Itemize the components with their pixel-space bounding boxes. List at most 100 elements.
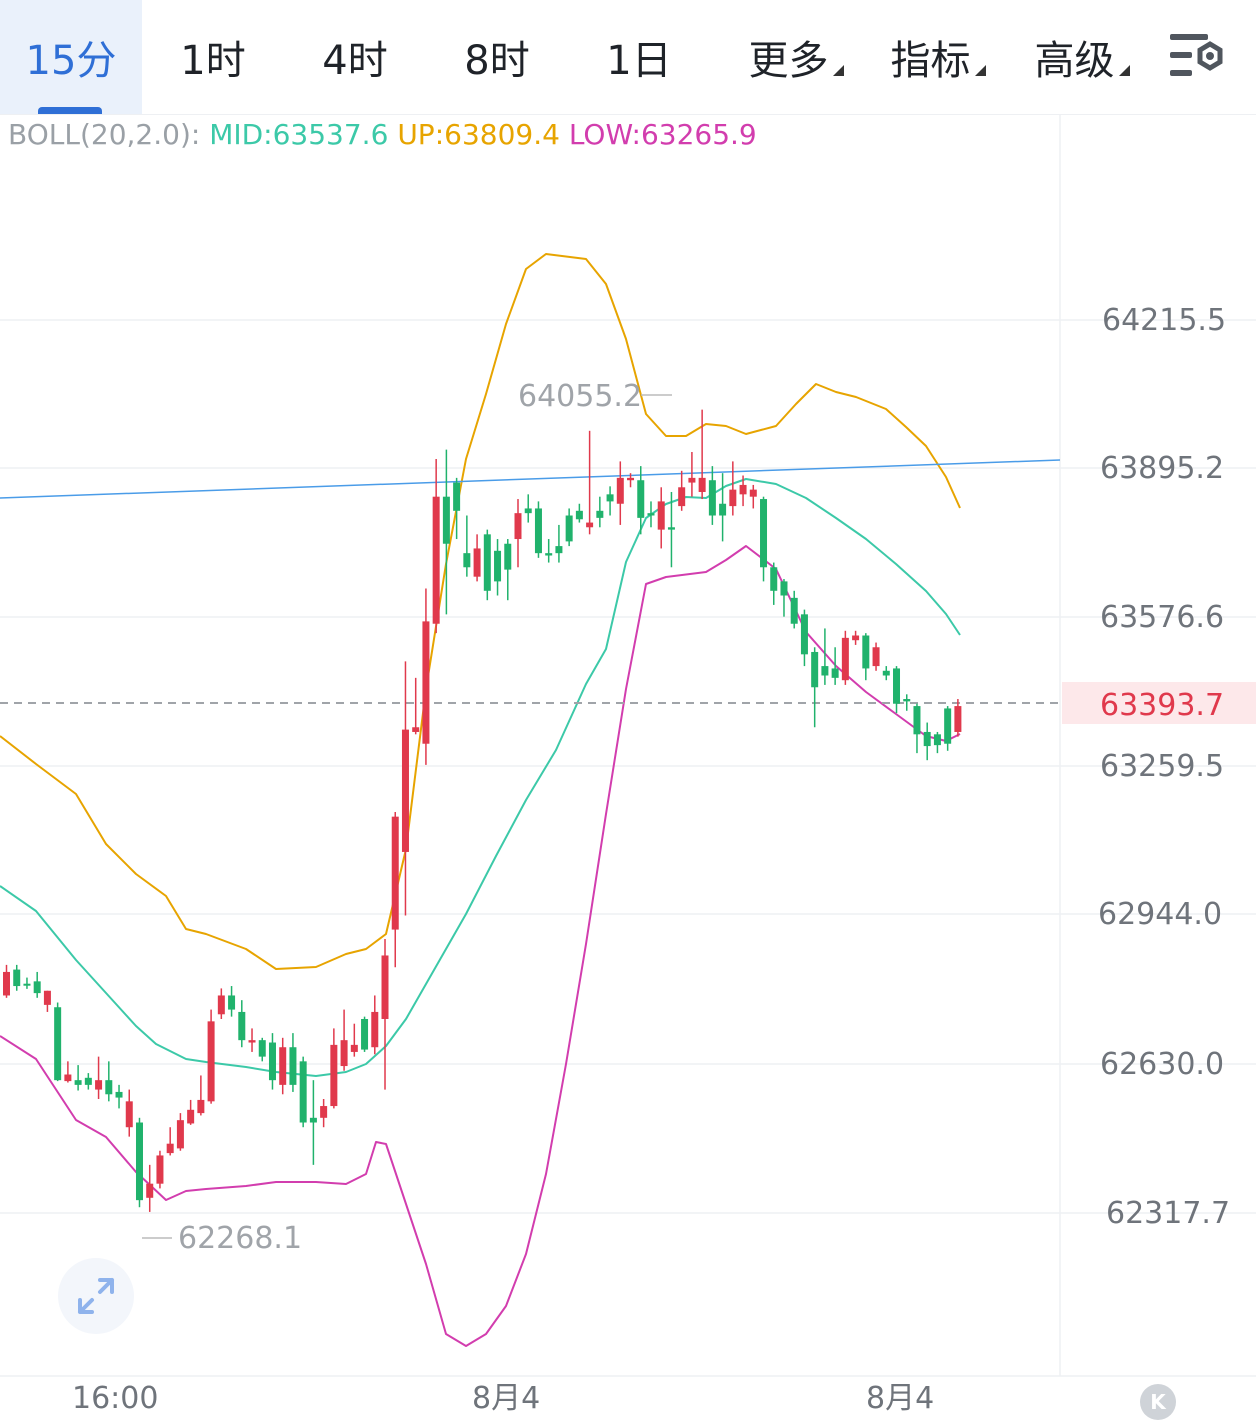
candle-body (54, 1007, 62, 1081)
candle-body (698, 477, 706, 492)
candle-body (156, 1155, 164, 1184)
drawn-trend-line[interactable] (0, 459, 1061, 499)
candle (156, 1150, 164, 1189)
candle-body (647, 513, 655, 516)
candle (678, 470, 686, 511)
candle-body (166, 1143, 174, 1154)
boll-indicator-legend: BOLL(20,2.0): MID:63537.6 UP:63809.4 LOW… (8, 118, 757, 151)
candle (453, 477, 461, 540)
candle (340, 1009, 348, 1071)
candle-body (831, 668, 839, 678)
y-tick-label: 64215.5 (1102, 303, 1226, 338)
candle-body (903, 699, 911, 702)
candle-body (238, 1011, 246, 1041)
y-tick-label: 63576.6 (1100, 600, 1224, 635)
candle-body (821, 666, 829, 676)
candle (463, 515, 471, 577)
boll-name: BOLL(20,2.0): (8, 118, 201, 151)
candle (831, 647, 839, 685)
y-tick-label: 62317.7 (1106, 1196, 1230, 1231)
candle (627, 473, 635, 488)
candle-body (3, 971, 10, 996)
candle-body (279, 1047, 287, 1085)
candle-body (74, 1080, 82, 1085)
candle-body (534, 508, 542, 554)
candle (657, 487, 665, 549)
candle (74, 1065, 82, 1091)
candle-body (391, 816, 399, 930)
candle (401, 661, 409, 916)
candle (125, 1089, 133, 1137)
chart-settings-icon[interactable] (1166, 30, 1228, 82)
candle (299, 1056, 307, 1128)
tab-1h[interactable]: 1时 (142, 0, 284, 114)
candle (841, 630, 849, 685)
candle-body (187, 1109, 195, 1124)
candle (913, 703, 921, 754)
candlestick-chart[interactable]: 64055.2 62268.1 64215.5 63895.2 63576.6 … (0, 114, 1256, 1426)
candle (647, 501, 655, 528)
candle-body (361, 1018, 369, 1050)
candle-body (637, 480, 645, 518)
candle-body (770, 567, 778, 591)
timeframe-tabbar: 15分 1时 4时 8时 1日 更多 指标 高级 (0, 0, 1256, 115)
candle (330, 1028, 338, 1109)
candle (84, 1073, 92, 1090)
candle-body (412, 727, 420, 732)
tab-4h[interactable]: 4时 (284, 0, 426, 114)
tab-indicators-dropdown[interactable]: 指标 (868, 0, 1008, 114)
candle-body (135, 1122, 143, 1201)
candle (780, 579, 788, 617)
bollinger-bands (0, 253, 961, 1347)
candle-body (678, 487, 686, 507)
trend-line[interactable] (0, 459, 1061, 499)
dropdown-corner-icon (832, 64, 844, 76)
candle (923, 722, 931, 761)
candle-body (146, 1183, 154, 1198)
candle (944, 706, 952, 751)
candle (688, 451, 696, 497)
candle (33, 971, 41, 998)
boll-up-value: UP:63809.4 (397, 118, 560, 151)
y-tick-label: 62630.0 (1100, 1047, 1224, 1082)
tab-8h[interactable]: 8时 (426, 0, 568, 114)
candle-body (893, 668, 901, 704)
tab-advanced-dropdown[interactable]: 高级 (1012, 0, 1152, 114)
fullscreen-button[interactable] (58, 1258, 134, 1334)
boll-upper-band (0, 253, 961, 970)
candle (708, 466, 716, 525)
candle-body (330, 1044, 338, 1107)
candle-body (381, 955, 389, 1019)
time-axis: 16:00 8月4 8月4 (72, 1381, 934, 1416)
candle (770, 562, 778, 605)
candle (361, 1016, 369, 1052)
candle (391, 811, 399, 968)
candle-body (524, 508, 532, 514)
candle-body (483, 534, 491, 591)
extreme-markers: 64055.2 62268.1 (142, 379, 672, 1256)
candle (3, 964, 10, 998)
candle-body (258, 1040, 266, 1057)
candle (739, 475, 747, 507)
tab-15min[interactable]: 15分 (0, 0, 142, 114)
candle-body (749, 489, 757, 497)
candle (596, 496, 604, 528)
candle-body (596, 510, 604, 518)
candle-body (913, 706, 921, 735)
candle (790, 590, 798, 629)
candle-body (657, 501, 665, 530)
candle (821, 628, 829, 685)
tab-more-dropdown[interactable]: 更多 (726, 0, 866, 114)
candle-body (299, 1061, 307, 1123)
candle (64, 1061, 72, 1083)
boll-low-value: LOW:63265.9 (568, 118, 757, 151)
candle-body (43, 990, 51, 1005)
candle (852, 630, 860, 645)
k-line-badge[interactable]: K (1140, 1384, 1176, 1420)
tab-1d[interactable]: 1日 (568, 0, 710, 114)
candle (320, 1098, 328, 1128)
candle (534, 501, 542, 558)
candle-body (176, 1120, 184, 1149)
tab-label: 指标 (890, 38, 971, 84)
candle (289, 1033, 297, 1092)
